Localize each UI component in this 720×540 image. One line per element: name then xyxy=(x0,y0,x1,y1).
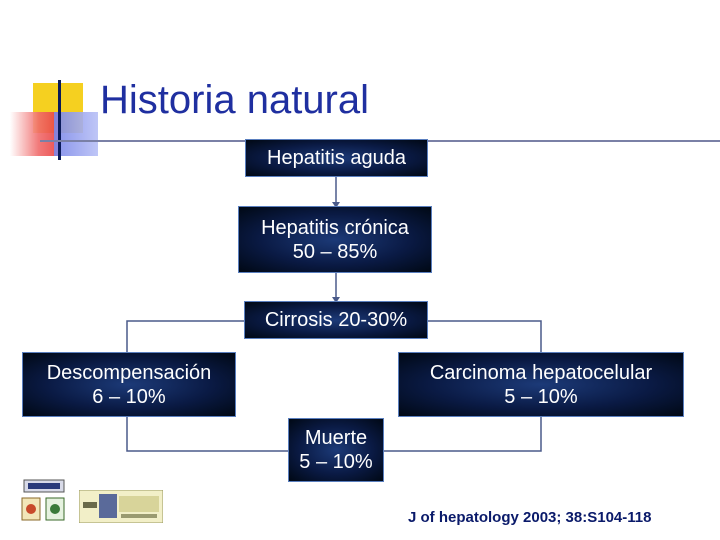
page-title: Historia natural xyxy=(100,78,370,122)
node-percentage: 6 – 10% xyxy=(92,385,166,408)
citation: J of hepatology 2003; 38:S104-118 xyxy=(408,509,652,526)
connector-cirrosis-descomp xyxy=(126,320,244,352)
node-percentage: 5 – 10% xyxy=(504,385,578,408)
node-label: Hepatitis aguda xyxy=(267,147,406,169)
node-label: Descompensación xyxy=(46,361,212,384)
arrowhead-cirrosis xyxy=(332,297,340,303)
node-hepatitis-aguda: Hepatitis aguda xyxy=(245,139,428,177)
node-cirrosis: Cirrosis 20-30% xyxy=(244,301,428,339)
institution-seal-icon xyxy=(18,478,70,526)
node-label: Carcinoma hepatocelular xyxy=(429,361,653,384)
connector-descomp-muerte xyxy=(126,417,288,452)
node-percentage: 50 – 85% xyxy=(292,240,378,263)
blue-square-icon xyxy=(54,112,98,156)
vertical-rule xyxy=(58,80,61,160)
node-percentage: 5 – 10% xyxy=(299,451,373,473)
connector-carcinoma-muerte xyxy=(384,417,542,452)
connector-cirrosis-carcinoma xyxy=(428,320,542,352)
node-carcinoma-hepatocelular: Carcinoma hepatocelular 5 – 10% xyxy=(398,352,684,417)
node-label: Muerte xyxy=(304,427,368,449)
node-hepatitis-cronica: Hepatitis crónica 50 – 85% xyxy=(238,206,432,273)
que-hay-de-nuevo-logo-icon xyxy=(78,489,164,524)
node-label: Hepatitis crónica xyxy=(261,216,409,239)
node-descompensacion: Descompensación 6 – 10% xyxy=(22,352,236,417)
red-square-icon xyxy=(10,112,58,156)
arrowhead-cronica xyxy=(332,202,340,208)
node-label: Cirrosis 20-30% xyxy=(264,309,408,331)
node-muerte: Muerte 5 – 10% xyxy=(288,418,384,482)
